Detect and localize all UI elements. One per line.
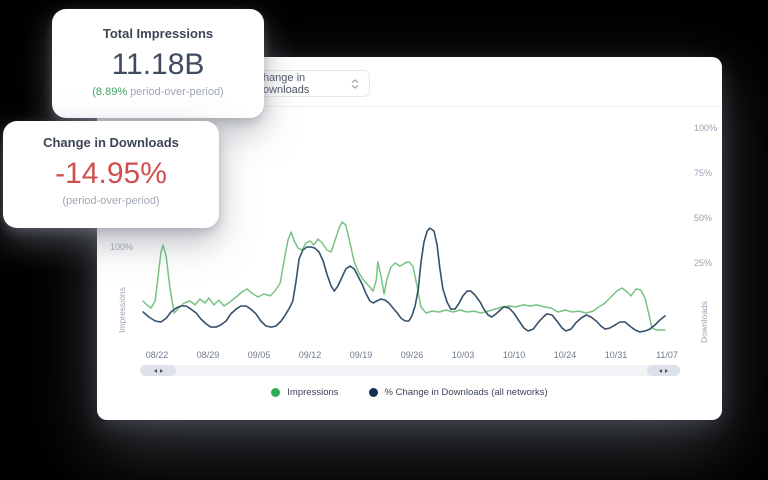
chevron-updown-icon <box>351 78 359 89</box>
y-left-tick: 100% <box>109 242 133 252</box>
chart-range-scrollbar[interactable] <box>140 365 680 376</box>
chart-legend: Impressions % Change in Downloads (all n… <box>97 387 722 398</box>
chart-plot[interactable] <box>140 110 666 345</box>
y-right-tick: 75% <box>694 168 713 178</box>
legend-dot-green <box>271 388 281 397</box>
x-axis-label: 10/31 <box>604 350 628 360</box>
x-axis-label: 09/19 <box>349 350 373 360</box>
change-percent: (8.89% <box>92 86 128 98</box>
series-line-impressions <box>142 221 666 331</box>
card-value: 11.18B <box>111 48 205 81</box>
x-axis-label: 09/12 <box>298 350 322 360</box>
x-axis-label: 10/10 <box>502 350 526 360</box>
arrow-left-icon <box>659 368 662 373</box>
legend-label: Impressions <box>287 387 339 398</box>
x-axis-label: 09/05 <box>247 350 271 360</box>
x-axis-label: 10/03 <box>451 350 475 360</box>
legend-label: % Change in Downloads (all networks) <box>384 387 548 398</box>
x-axis-label: 11/07 <box>656 350 678 360</box>
legend-item-downloads[interactable]: % Change in Downloads (all networks) <box>368 387 548 398</box>
legend-item-impressions[interactable]: Impressions <box>271 387 339 398</box>
card-title: Total Impressions <box>102 26 214 41</box>
arrow-right-icon <box>665 368 668 373</box>
change-suffix: period-over-period) <box>127 86 224 98</box>
y-right-tick: 25% <box>694 258 713 268</box>
arrow-right-icon <box>159 368 163 373</box>
y-right-tick: 50% <box>694 213 713 223</box>
range-handle-right[interactable] <box>647 365 680 376</box>
y-right-tick: 100% <box>694 123 718 133</box>
divider <box>97 106 722 107</box>
range-handle-left[interactable] <box>140 365 176 376</box>
card-subtitle: (8.89% period-over-period) <box>52 86 264 98</box>
x-axis-label: 09/26 <box>400 350 424 360</box>
legend-dot-navy <box>368 388 378 397</box>
x-axis-label: 08/22 <box>145 350 169 360</box>
arrow-left-icon <box>153 368 157 373</box>
card-subtitle: (period-over-period) <box>62 195 160 207</box>
series-line-downloads <box>142 227 666 333</box>
metric-dropdown-value: Change in Downloads <box>255 71 310 96</box>
x-axis-label: 08/29 <box>196 350 220 360</box>
x-axis-labels: 08/22 08/29 09/05 09/12 09/19 09/26 10/03 10/10… <box>97 350 722 362</box>
stat-card-change-in-downloads: Change in Downloads -14.95% (period-over… <box>3 121 219 228</box>
y-left-axis-title: Impressions <box>117 287 127 333</box>
card-value: -14.95% <box>55 157 167 190</box>
card-title: Change in Downloads <box>43 135 179 150</box>
x-axis-label: 10/24 <box>553 350 577 360</box>
stat-card-total-impressions: Total Impressions 11.18B (8.89% period-o… <box>52 9 264 118</box>
